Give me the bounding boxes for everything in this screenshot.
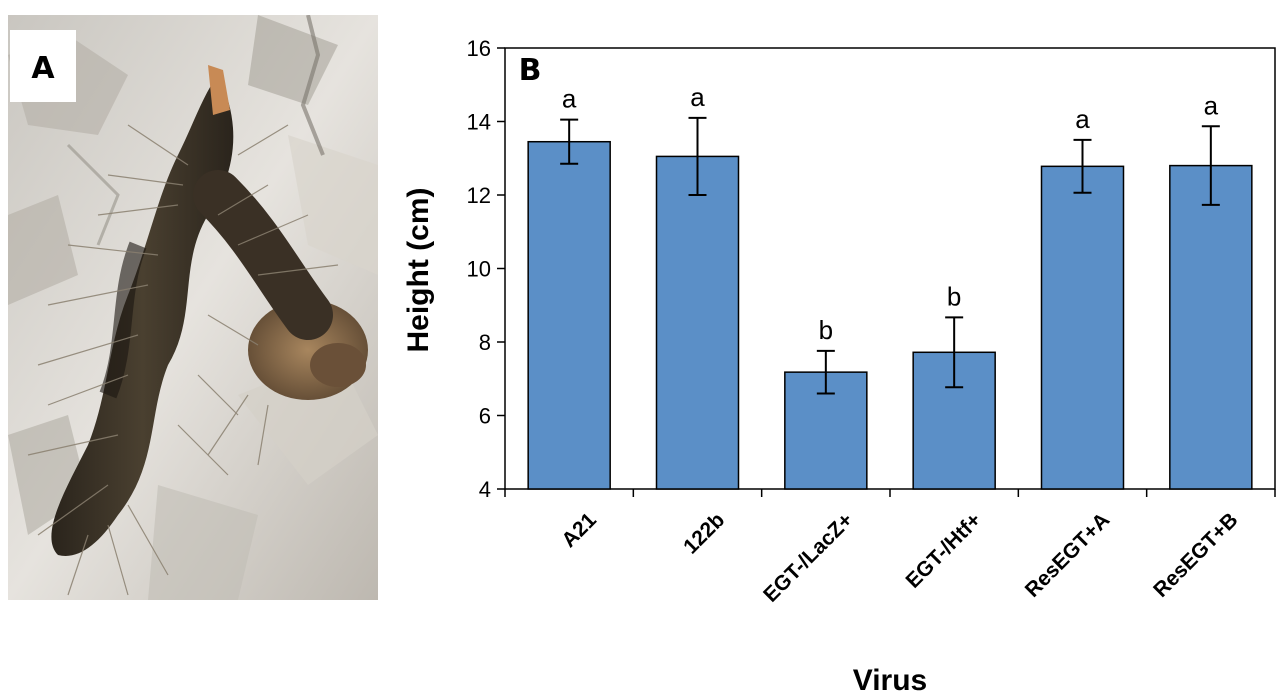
- bar: [1169, 164, 1253, 490]
- y-tick-label: 8: [479, 330, 491, 355]
- y-tick-label: 14: [467, 110, 491, 135]
- y-tick-label: 10: [467, 257, 491, 282]
- y-tick-label: 4: [479, 477, 491, 502]
- y-tick-label: 16: [467, 36, 491, 61]
- caterpillar-photo: A: [8, 15, 378, 600]
- y-axis-title: Height (cm): [402, 188, 435, 353]
- x-tick-label: EGT-/Htf+: [902, 508, 986, 592]
- x-tick-label: ResEGT+B: [1149, 508, 1242, 601]
- y-tick-label: 12: [467, 183, 491, 208]
- significance-label: a: [690, 82, 705, 112]
- bar: [527, 140, 611, 490]
- x-tick-label: ResEGT+A: [1021, 508, 1114, 601]
- x-tick-label: EGT-/LacZ+: [759, 508, 857, 606]
- significance-label: b: [947, 281, 961, 311]
- panel-a-letter: A: [31, 51, 55, 86]
- significance-label: a: [562, 84, 577, 114]
- significance-label: a: [1075, 104, 1090, 134]
- y-tick-label: 6: [479, 404, 491, 429]
- significance-label: b: [819, 315, 833, 345]
- significance-label: a: [1204, 90, 1219, 120]
- panel-b-letter: B: [519, 53, 542, 88]
- plot-frame: [504, 47, 1276, 490]
- x-axis-title: Virus: [853, 664, 928, 697]
- x-tick-label: 122b: [679, 508, 729, 558]
- plot-area: 4 6 8 10 12 14 16 a A21 a 122b b EGT-/LacZ+ b EGT-/Htf…: [467, 36, 1276, 607]
- bar: [1040, 165, 1125, 490]
- x-tick-label: A21: [557, 508, 601, 552]
- bar: [655, 155, 740, 490]
